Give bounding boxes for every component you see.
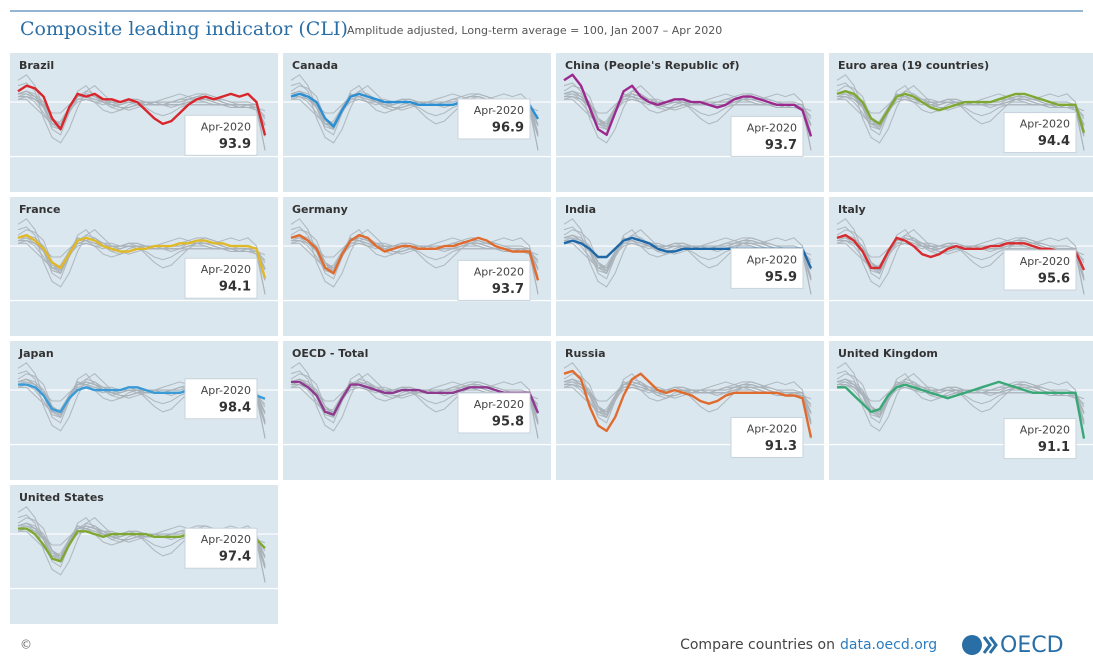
lines bbox=[17, 74, 267, 151]
panel-title: United Kingdom bbox=[838, 347, 938, 360]
callout-box bbox=[1003, 418, 1077, 460]
callout-value: 93.7 bbox=[492, 282, 524, 297]
callout-value: 91.3 bbox=[765, 439, 797, 454]
callout-date: Apr-2020 bbox=[747, 422, 797, 435]
callout-box bbox=[1003, 112, 1077, 154]
callout-value: 93.7 bbox=[765, 138, 797, 153]
callout-box bbox=[457, 392, 531, 434]
lines bbox=[563, 362, 813, 439]
country-line bbox=[563, 369, 813, 438]
lines bbox=[836, 218, 1086, 295]
callout-box bbox=[730, 115, 804, 157]
copyright: © bbox=[20, 638, 32, 652]
callout-box bbox=[184, 527, 258, 569]
logo-text: OECD bbox=[1000, 633, 1064, 656]
callout-value: 94.1 bbox=[219, 280, 251, 295]
callout-box bbox=[184, 257, 258, 299]
callout-box bbox=[457, 259, 531, 301]
footer-link[interactable]: data.oecd.org bbox=[840, 637, 937, 653]
callout-date: Apr-2020 bbox=[1020, 424, 1070, 437]
callout-date: Apr-2020 bbox=[201, 384, 251, 397]
callout-box bbox=[184, 114, 258, 156]
country-line bbox=[836, 90, 1086, 133]
callout-value: 95.6 bbox=[1038, 272, 1070, 287]
callout-value: 96.9 bbox=[492, 120, 524, 135]
country-line bbox=[836, 234, 1086, 271]
callout-date: Apr-2020 bbox=[474, 104, 524, 117]
panel-title: Japan bbox=[18, 347, 54, 360]
callout-value: 97.4 bbox=[219, 550, 251, 565]
callout-date: Apr-2020 bbox=[201, 120, 251, 133]
callout-date: Apr-2020 bbox=[201, 533, 251, 546]
callout-box bbox=[184, 378, 258, 420]
panel-title: Brazil bbox=[19, 59, 54, 72]
lines bbox=[563, 73, 813, 151]
country-line bbox=[563, 73, 813, 137]
callout-date: Apr-2020 bbox=[201, 263, 251, 276]
other-country-line bbox=[564, 96, 812, 130]
callout-date: Apr-2020 bbox=[1020, 118, 1070, 131]
callout-date: Apr-2020 bbox=[1020, 255, 1070, 268]
callout-box bbox=[1003, 249, 1077, 291]
callout-value: 95.9 bbox=[765, 270, 797, 285]
callout-value: 94.4 bbox=[1038, 134, 1070, 149]
other-country-line bbox=[18, 240, 266, 274]
callout-value: 93.9 bbox=[219, 137, 251, 152]
panel-title: Euro area (19 countries) bbox=[838, 59, 989, 72]
panel-title: OECD - Total bbox=[292, 347, 368, 360]
callout-box bbox=[457, 98, 531, 140]
footer-text: Compare countries on bbox=[680, 637, 835, 653]
panel-title: United States bbox=[19, 491, 104, 504]
subtitle: Amplitude adjusted, Long-term average = … bbox=[347, 24, 722, 37]
country-line bbox=[291, 380, 540, 416]
country-line bbox=[837, 380, 1086, 439]
lines bbox=[290, 218, 540, 295]
callout-box bbox=[730, 416, 804, 458]
panel-title: Germany bbox=[292, 203, 348, 216]
panel-title: India bbox=[565, 203, 596, 216]
other-country-line bbox=[837, 96, 1085, 130]
lines bbox=[836, 74, 1086, 151]
lines bbox=[836, 362, 1086, 439]
panel-title: France bbox=[19, 203, 60, 216]
country-line bbox=[17, 234, 267, 279]
lines bbox=[17, 218, 267, 295]
country-line bbox=[290, 234, 540, 281]
country-line bbox=[17, 84, 267, 136]
panel-title: China (People's Republic of) bbox=[565, 59, 740, 72]
callout-value: 98.4 bbox=[219, 400, 251, 415]
callout-date: Apr-2020 bbox=[474, 265, 524, 278]
panel-title: Russia bbox=[565, 347, 606, 360]
logo-chevrons bbox=[982, 636, 998, 654]
callout-box bbox=[730, 247, 804, 289]
page-title: Composite leading indicator (CLI) bbox=[20, 18, 348, 40]
logo-globe bbox=[962, 635, 982, 655]
callout-date: Apr-2020 bbox=[747, 121, 797, 134]
panel-title: Canada bbox=[292, 59, 338, 72]
panel-title: Italy bbox=[838, 203, 866, 216]
callout-date: Apr-2020 bbox=[474, 398, 524, 411]
callout-value: 95.8 bbox=[492, 414, 524, 429]
callout-value: 91.1 bbox=[1038, 440, 1070, 455]
callout-date: Apr-2020 bbox=[747, 253, 797, 266]
